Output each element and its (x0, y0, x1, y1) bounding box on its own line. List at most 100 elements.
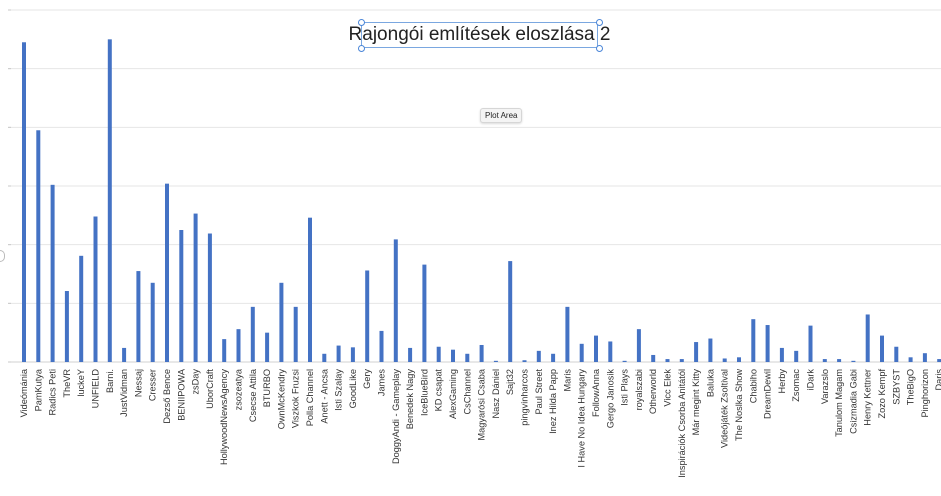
bar[interactable] (207, 233, 212, 362)
bar[interactable] (865, 314, 870, 362)
bar[interactable] (794, 350, 799, 362)
bar[interactable] (436, 346, 441, 362)
x-tick-label: UborCraft (205, 369, 215, 409)
bar[interactable] (508, 261, 513, 362)
bar[interactable] (122, 347, 127, 362)
x-tick-label: BTURBO (262, 369, 272, 407)
bar[interactable] (751, 319, 756, 362)
bar[interactable] (708, 338, 713, 362)
bar[interactable] (36, 130, 41, 362)
bar[interactable] (636, 329, 641, 362)
bar[interactable] (594, 335, 598, 362)
bar[interactable] (551, 353, 556, 362)
x-tick-label: Zozo Kempf (877, 369, 887, 419)
x-tick-label: Baluka (705, 368, 715, 397)
bar[interactable] (336, 345, 341, 362)
bar[interactable] (479, 344, 484, 362)
bar[interactable] (565, 306, 570, 362)
bar[interactable] (150, 282, 155, 362)
bar[interactable] (779, 347, 784, 362)
x-tick-label: Már megint Kitty (691, 369, 701, 436)
x-tick-label: GoodLike (348, 369, 358, 408)
resize-handle-top-right[interactable] (596, 19, 603, 26)
bar[interactable] (822, 359, 827, 362)
bar[interactable] (350, 347, 355, 362)
bar[interactable] (608, 341, 613, 362)
x-tick-label: Magyarósi Csaba (477, 368, 487, 440)
x-tick-label: UNFIELD (91, 369, 101, 409)
bar[interactable] (64, 291, 69, 362)
bar[interactable] (165, 183, 169, 362)
bar[interactable] (493, 360, 498, 362)
x-tick-label: Paul Street (534, 369, 544, 415)
x-tick-label: Cresser (148, 369, 158, 401)
bar[interactable] (737, 357, 741, 362)
bar[interactable] (93, 216, 98, 362)
bar[interactable] (651, 354, 656, 362)
bar[interactable] (851, 360, 856, 362)
bar[interactable] (179, 230, 184, 362)
x-tick-label: iDark (806, 369, 816, 391)
x-tick-label: zsozeatya (234, 368, 244, 410)
bar[interactable] (894, 346, 899, 362)
bar[interactable] (193, 213, 198, 362)
bar[interactable] (908, 357, 913, 362)
bar[interactable] (922, 353, 927, 362)
bar[interactable] (808, 325, 813, 362)
x-tick-label: CsChannel (462, 369, 472, 414)
resize-handle-bottom-left[interactable] (358, 45, 365, 52)
bar[interactable] (694, 342, 699, 362)
bar[interactable] (79, 255, 84, 362)
x-tick-label: Radics Peti (48, 369, 58, 415)
x-tick-label: Barni. (105, 369, 115, 393)
bar[interactable] (365, 270, 370, 362)
x-tick-label: Maris (562, 369, 572, 392)
chart-title-text: Rajongói említések eloszlása 2 (348, 24, 611, 45)
bar[interactable] (293, 306, 298, 362)
bar[interactable] (322, 353, 327, 362)
bar[interactable] (622, 360, 627, 362)
bar[interactable] (522, 360, 527, 362)
bar[interactable] (279, 282, 284, 362)
bar[interactable] (451, 349, 455, 362)
bar[interactable] (579, 343, 584, 362)
bar[interactable] (107, 39, 112, 362)
x-tick-label: Gergo Janosik (605, 369, 615, 429)
bar[interactable] (136, 271, 141, 362)
bar[interactable] (379, 330, 384, 362)
bar[interactable] (765, 325, 770, 362)
resize-handle-bottom-right[interactable] (596, 45, 603, 52)
bar[interactable] (408, 347, 413, 362)
bar[interactable] (880, 335, 884, 362)
x-tick-label: DoggyAndi - Gameplay (391, 369, 401, 464)
resize-handle-top-left[interactable] (358, 19, 365, 26)
x-tick-label: Inspirációk Csorba Anitától (677, 369, 687, 478)
x-tick-label: Nessaj (133, 369, 143, 397)
bar[interactable] (50, 184, 55, 362)
bar[interactable] (665, 359, 670, 362)
bar[interactable] (937, 359, 941, 362)
bar[interactable] (22, 42, 26, 363)
bar[interactable] (837, 359, 842, 362)
bar[interactable] (422, 264, 427, 362)
bar[interactable] (308, 217, 312, 362)
bar[interactable] (222, 339, 227, 362)
bar[interactable] (265, 332, 270, 362)
x-tick-label: Anett - Ancsa (319, 368, 329, 424)
bar[interactable] (465, 353, 470, 362)
bar[interactable] (393, 239, 398, 362)
x-tick-label: IceBlueBird (419, 369, 429, 416)
bar[interactable] (236, 329, 241, 362)
x-tick-label: Daris (934, 369, 941, 391)
x-tick-label: Nasz Dániel (491, 369, 501, 419)
x-tick-label: Isti Szalay (334, 369, 344, 411)
bar[interactable] (722, 358, 727, 362)
x-tick-label: Chabiho (748, 369, 758, 403)
bar[interactable] (536, 350, 541, 362)
x-tick-label: DreamDewil (763, 369, 773, 419)
bar[interactable] (679, 359, 684, 362)
x-tick-label: pingvinharcos (520, 369, 530, 426)
chart-title[interactable]: Rajongói említések eloszlása 2 (349, 22, 610, 48)
bar[interactable] (250, 306, 255, 362)
